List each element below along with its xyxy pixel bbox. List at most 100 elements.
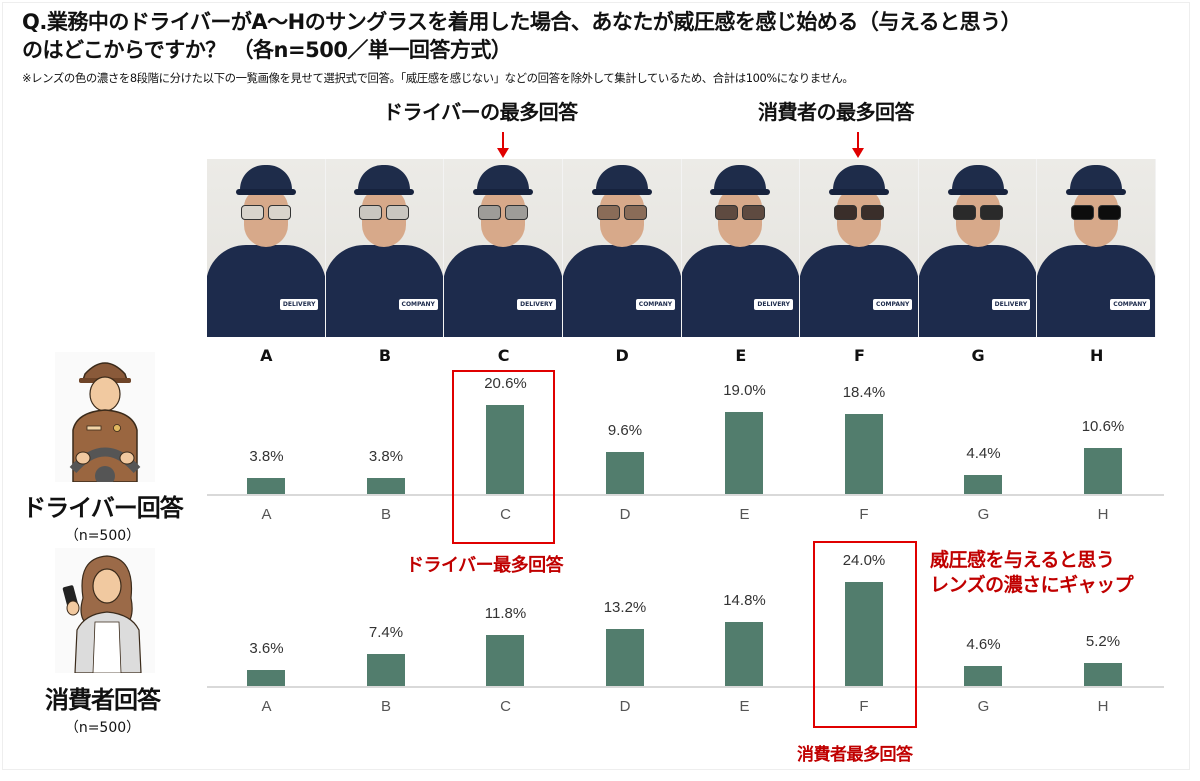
x-tick-label: B — [380, 506, 391, 523]
consumer-group-label: 消費者回答 （n=500） — [0, 680, 205, 737]
bar — [486, 634, 524, 686]
photo-d: COMPANY — [562, 159, 682, 337]
bar — [366, 653, 405, 686]
bar-value-label: 5.2% — [1085, 633, 1121, 651]
consumer-arrow-icon — [852, 132, 864, 158]
photo-a: DELIVERY — [207, 159, 326, 337]
bar-value-label: 3.6% — [249, 640, 284, 658]
photo-label-b: B — [378, 346, 392, 365]
x-tick-label: C — [500, 698, 511, 715]
sunglasses-icon — [952, 205, 1003, 220]
consumer-top-highlight-box — [813, 541, 917, 728]
photo-f: COMPANY — [800, 159, 919, 337]
sunglasses-icon — [596, 205, 647, 220]
bar-value-label: 3.8% — [368, 447, 404, 465]
x-tick-label: F — [859, 698, 869, 715]
bar-value-label: 24.0% — [842, 552, 886, 570]
photo-b: COMPANY — [325, 159, 445, 337]
bar — [247, 670, 285, 686]
uniform-badge: DELIVERY — [279, 299, 319, 310]
sunglasses-icon — [478, 205, 529, 220]
bar — [605, 628, 644, 686]
uniform-badge: COMPANY — [398, 299, 438, 310]
bar-value-label: 11.8% — [484, 604, 527, 622]
driver-bar-chart: 3.8% A 3.8% B 20.6% C 9.6% D 19.0% E 18.4% F 4.4% G 10… — [207, 360, 1164, 540]
x-tick-label: G — [977, 698, 990, 715]
driver-top-highlight-box — [452, 370, 555, 544]
bar — [844, 414, 883, 494]
bar — [486, 404, 524, 494]
bar-column-h: 5.2% H — [1044, 550, 1163, 730]
gap-annotation-line-1: 威圧感を与えると思う — [930, 549, 1115, 571]
bar — [725, 411, 763, 494]
uniform-badge: DELIVERY — [754, 299, 793, 310]
bar-value-label: 10.6% — [1081, 418, 1125, 436]
sunglasses-icon — [715, 205, 766, 220]
bar-value-label: 3.8% — [249, 447, 284, 465]
photo-label-c: C — [497, 346, 510, 365]
bar-column-g: 4.4% G — [924, 360, 1043, 540]
question-line-2: のはどこからですか？ （各n=500／単一回答方式） — [22, 38, 512, 62]
consumer-top-annotation: 消費者最多回答 — [797, 745, 913, 765]
bar-column-c: 20.6% C — [446, 360, 565, 540]
bar-value-label: 19.0% — [723, 381, 766, 399]
photo-label-f: F — [853, 346, 865, 365]
bar-value-label: 18.4% — [842, 384, 886, 402]
bar — [964, 666, 1002, 686]
bar-column-e: 19.0% E — [685, 360, 804, 540]
consumer-bar-chart: 3.6% A 7.4% B 11.8% C 13.2% D 14.8% E 24.0% F 4.6% G 5… — [207, 550, 1164, 730]
slide-frame — [2, 2, 1190, 770]
bar-column-a: 3.6% A — [207, 550, 326, 730]
bar — [605, 452, 644, 494]
bar-column-f: 18.4% F — [805, 360, 924, 540]
bar-value-label: 13.2% — [603, 598, 647, 616]
x-tick-label: B — [380, 698, 391, 715]
x-tick-label: E — [739, 698, 750, 715]
driver-group-label: ドライバー回答 （n=500） — [0, 488, 205, 545]
uniform-badge: COMPANY — [635, 299, 676, 310]
photo-label-e: E — [735, 346, 747, 365]
x-axis-line — [207, 686, 1164, 688]
gap-annotation-line-2: レンズの濃さにギャップ — [930, 574, 1134, 596]
sunglasses-icon — [1071, 205, 1122, 220]
consumer-top-callout: 消費者の最多回答 — [758, 100, 915, 124]
uniform-badge: COMPANY — [1110, 299, 1150, 310]
driver-top-callout: ドライバーの最多回答 — [383, 100, 578, 124]
photo-h: COMPANY — [1037, 159, 1156, 337]
bar-value-label: 4.6% — [966, 636, 1001, 654]
bar — [247, 477, 285, 494]
driver-group-n: （n=500） — [64, 528, 141, 544]
driver-top-annotation: ドライバー最多回答 — [406, 555, 564, 576]
bar-column-a: 3.8% A — [207, 360, 326, 540]
x-tick-label: E — [739, 506, 750, 523]
bar-value-label: 9.6% — [607, 422, 643, 440]
question-title: Q.業務中のドライバーがA～Hのサングラスを着用した場合、あなたが威圧感を感じ始… — [22, 8, 1022, 64]
x-tick-label: A — [261, 698, 272, 715]
driver-group-title: ドライバー回答 — [22, 494, 184, 522]
photo-label-a: A — [260, 346, 273, 365]
consumer-illustration-icon — [55, 548, 155, 677]
x-tick-label: H — [1097, 698, 1109, 715]
bar-column-d: 9.6% D — [566, 360, 685, 540]
bar-value-label: 20.6% — [484, 374, 527, 392]
sunglasses-icon — [833, 205, 884, 220]
x-tick-label: D — [619, 698, 631, 715]
bar-column-b: 7.4% B — [327, 550, 446, 730]
sunglasses-icon — [359, 205, 410, 220]
sunglasses-photo-strip: DELIVERY COMPANY DELIVERY COMPANY DELIVERY CO… — [207, 159, 1156, 337]
x-tick-label: A — [261, 506, 272, 523]
bar-column-d: 13.2% D — [566, 550, 685, 730]
x-tick-label: D — [619, 506, 631, 523]
bar-value-label: 4.4% — [966, 444, 1001, 462]
bar — [1083, 663, 1122, 686]
x-tick-label: G — [977, 506, 990, 523]
bar — [725, 621, 763, 686]
bar-column-h: 10.6% H — [1044, 360, 1163, 540]
bar — [366, 477, 405, 494]
x-tick-label: F — [859, 506, 869, 523]
question-line-1: Q.業務中のドライバーがA～Hのサングラスを着用した場合、あなたが威圧感を感じ始… — [22, 10, 1022, 34]
x-tick-label: C — [500, 506, 511, 523]
photo-g: DELIVERY — [918, 159, 1038, 337]
bar — [844, 582, 883, 686]
photo-label-d: D — [615, 346, 629, 365]
